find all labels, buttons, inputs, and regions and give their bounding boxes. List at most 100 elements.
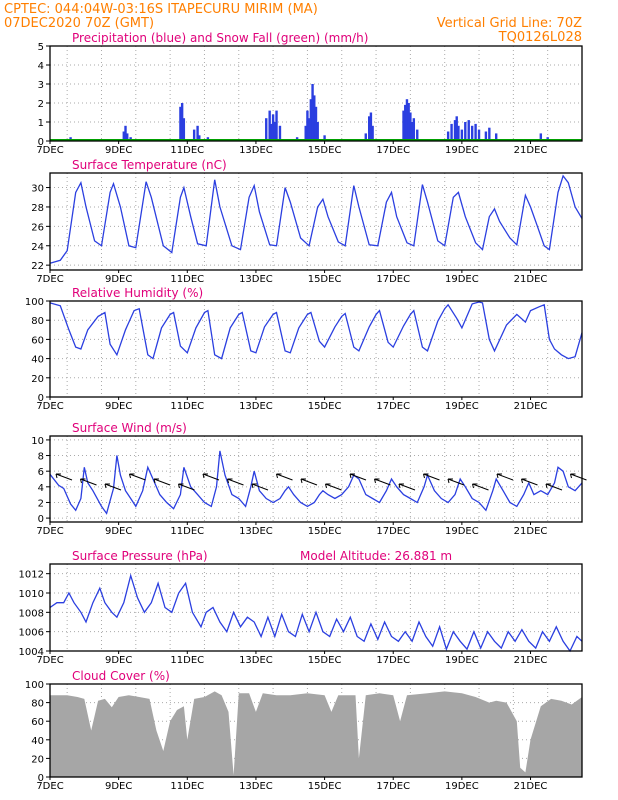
y-tick-label: 60 [31,717,44,728]
panel-3: Surface Wind (m/s) 0 2 4 6 8 10 7DEC 9DEC 11DEC 13… [31,421,587,537]
wind-arrow [472,483,489,491]
y-tick-label: 60 [31,335,44,346]
precip-bar [270,123,273,141]
precip-bar [182,118,186,141]
precip-bar [364,133,367,141]
wind-arrow [276,473,293,481]
precip-bar [122,131,125,141]
wind-arrowhead [423,473,429,479]
precip-bar [446,131,450,141]
precip-bar [179,106,182,141]
y-tick-label: 0 [38,773,44,784]
x-tick-label: 15DEC [308,145,342,156]
x-tick-label: 17DEC [376,274,410,285]
x-tick-label: 21DEC [514,526,548,537]
wind-arrowhead [545,483,551,489]
precip-bar [126,133,129,141]
precip-bar [368,116,371,141]
wind-arrowhead [398,483,404,489]
x-tick-label: 9DEC [105,655,132,666]
x-tick-label: 15DEC [308,526,342,537]
x-tick-label: 9DEC [105,526,132,537]
precip-bar [539,133,543,141]
precip-bar [124,125,127,141]
x-tick-label: 19DEC [445,274,479,285]
wind-arrowhead [325,483,331,489]
series-line [49,573,583,653]
panels: Precipitation (blue) and Snow Fall (gree… [19,31,587,792]
precip-bar [416,129,419,141]
precip-bar [407,103,410,141]
wind-arrowhead [251,483,257,489]
x-tick-label: 21DEC [514,781,548,792]
y-tick-label: 0 [38,137,44,148]
wind-arrowhead [521,478,527,484]
wind-arrowhead [447,478,453,484]
precip-bar [311,84,314,141]
wind-arrow [496,473,514,481]
series-line [49,301,583,360]
wind-arrow [300,478,318,486]
x-tick-label: 17DEC [376,145,410,156]
x-tick-label: 15DEC [308,401,342,412]
x-tick-label: 21DEC [514,145,548,156]
x-tick-label: 17DEC [376,781,410,792]
x-tick-label: 9DEC [105,401,132,412]
y-tick-label: 2 [38,498,44,509]
x-tick-label: 19DEC [445,655,479,666]
panel-title: Surface Pressure (hPa) [72,549,208,563]
wind-arrow [349,473,367,481]
y-tick-label: 80 [31,699,44,710]
wind-arrow [153,478,171,486]
precip-bar [313,95,316,141]
x-tick-label: 11DEC [170,145,204,156]
cloud-area [50,691,582,777]
x-tick-label: 15DEC [308,655,342,666]
y-tick-label: 1004 [19,647,44,658]
x-tick-label: 7DEC [36,526,63,537]
series-line [49,450,583,515]
precip-bar [494,133,498,141]
precip-bar [265,118,268,141]
precip-bar [453,120,457,141]
x-tick-label: 17DEC [376,526,410,537]
precip-bar [268,110,271,141]
y-tick-label: 1012 [19,570,44,581]
wind-arrow [325,483,342,491]
y-tick-label: 100 [25,680,44,691]
wind-arrowhead [570,473,576,479]
x-tick-label: 11DEC [170,526,204,537]
precip-bar [412,118,416,141]
precip-bar [450,123,453,141]
panel-frame [49,300,583,398]
x-tick-label: 7DEC [36,274,63,285]
wind-arrow [570,473,587,481]
x-tick-label: 17DEC [376,655,410,666]
x-tick-label: 11DEC [170,781,204,792]
precip-bar [198,135,201,141]
panel-frame [49,683,583,778]
x-tick-label: 19DEC [445,781,479,792]
wind-arrow [104,483,122,491]
x-tick-label: 13DEC [239,145,273,156]
precip-bar [192,129,196,141]
wind-arrowhead [300,478,306,484]
panel-frame [49,172,583,271]
y-tick-label: 40 [31,736,44,747]
wind-arrow [251,483,269,491]
precip-bar [316,122,319,141]
y-tick-label: 20 [31,754,44,765]
x-tick-label: 19DEC [445,526,479,537]
panel-title: Surface Wind (m/s) [72,421,187,435]
wind-arrow [129,473,146,481]
y-tick-label: 10 [31,436,44,447]
precip-bar [457,125,460,141]
precip-bar [369,112,373,141]
y-tick-label: 0 [38,393,44,404]
x-tick-label: 15DEC [308,274,342,285]
wind-arrowhead [55,473,61,479]
header-model: TQ0126L028 [498,30,582,45]
x-tick-label: 7DEC [36,655,63,666]
panel-frame [49,45,583,142]
